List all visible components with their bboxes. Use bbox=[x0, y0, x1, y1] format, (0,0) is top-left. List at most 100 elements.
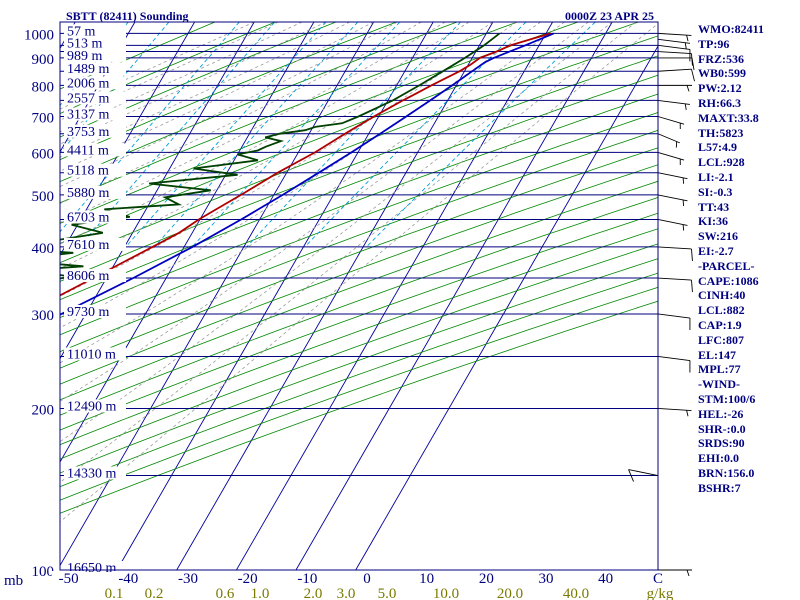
wind-barb bbox=[657, 38, 691, 44]
wind-barb-feather bbox=[682, 177, 685, 184]
pressure-tick-label: 500 bbox=[32, 189, 55, 205]
height-label: 2557 m bbox=[67, 91, 110, 106]
height-label: 12490 m bbox=[67, 399, 117, 414]
dry-adiabat-line bbox=[60, 22, 579, 224]
wind-barb bbox=[657, 116, 685, 125]
height-label: 1489 m bbox=[67, 62, 110, 77]
dry-adiabat-line bbox=[60, 180, 658, 401]
sounding-index: SHR-:0.0 bbox=[698, 421, 746, 436]
wind-barb bbox=[628, 469, 659, 476]
height-label: 8606 m bbox=[67, 269, 110, 284]
height-label: 5880 m bbox=[67, 186, 110, 201]
mixing-ratio-tick-label: 20.0 bbox=[497, 586, 523, 600]
height-label: 57 m bbox=[67, 24, 96, 39]
wind-barb bbox=[657, 51, 692, 55]
sounding-index: WB0:599 bbox=[698, 66, 746, 81]
dry-adiabat-line bbox=[60, 74, 658, 301]
pressure-tick-label: 400 bbox=[32, 241, 55, 257]
sounding-index: CAP:1.9 bbox=[698, 317, 742, 332]
temperature-tick-label: -50 bbox=[59, 571, 79, 587]
moist-adiabat-line bbox=[60, 22, 422, 204]
sounding-traces bbox=[60, 32, 555, 316]
wind-barb bbox=[657, 194, 688, 202]
height-label: 513 m bbox=[67, 36, 103, 51]
pressure-tick-label: 100 bbox=[32, 564, 55, 580]
height-label-bg bbox=[64, 269, 126, 283]
height-label-bg bbox=[64, 76, 126, 90]
wind-barb bbox=[657, 313, 691, 319]
temp-tick-bg bbox=[409, 571, 444, 586]
height-label-bg bbox=[64, 107, 126, 121]
wind-barb-feather bbox=[686, 85, 690, 92]
temp-tick-bg bbox=[290, 571, 325, 586]
temp-tick-bg bbox=[469, 571, 504, 586]
height-label-bg bbox=[64, 561, 126, 574]
wind-barbs bbox=[628, 32, 695, 577]
sounding-index: TP:96 bbox=[698, 36, 730, 51]
moist-adiabat-line bbox=[60, 22, 303, 133]
mixing-ratio-tick-label: 1.0 bbox=[251, 586, 270, 600]
sounding-index: -PARCEL- bbox=[698, 258, 755, 273]
height-label-bg bbox=[64, 304, 126, 318]
pressure-tick-label: 1000 bbox=[24, 27, 54, 43]
height-label-bg bbox=[64, 143, 126, 157]
sounding-indices-panel: WMO:82411 TP:96 FRZ:536 WB0:599 PW:2.12 RH:66… bbox=[698, 22, 798, 496]
sounding-index: LI:-2.1 bbox=[698, 169, 734, 184]
height-label: 2006 m bbox=[67, 76, 110, 91]
wind-barb-feather bbox=[691, 248, 693, 262]
sounding-index: KI:36 bbox=[698, 214, 728, 229]
height-label: 4411 m bbox=[67, 143, 109, 158]
wind-barb-feather bbox=[686, 569, 690, 577]
dry-adiabat-line bbox=[60, 258, 658, 474]
height-label-bg bbox=[64, 210, 126, 224]
temp-tick-bg bbox=[111, 571, 146, 586]
chart-title: SBTT (82411) Sounding bbox=[66, 9, 189, 23]
sounding-index: SRDS:90 bbox=[698, 436, 745, 451]
wind-barb bbox=[657, 277, 692, 281]
isotherm-line bbox=[60, 22, 255, 360]
moist-adiabat-line bbox=[60, 22, 374, 172]
wind-barb bbox=[657, 219, 688, 226]
sounding-index: MPL:77 bbox=[698, 362, 741, 377]
temperature-trace bbox=[60, 32, 552, 297]
isobar-lines bbox=[60, 32, 658, 570]
wind-barb-feather bbox=[686, 35, 689, 42]
wind-barb-feather bbox=[682, 224, 685, 231]
sounding-index: LFC:807 bbox=[698, 332, 744, 347]
dry-adiabat-line bbox=[60, 55, 658, 282]
moist-adiabat-line bbox=[60, 22, 279, 121]
height-label: 3137 m bbox=[67, 107, 110, 122]
pressure-tick-label: 800 bbox=[32, 79, 55, 95]
sounding-index: EHI:0.0 bbox=[698, 451, 740, 466]
pressure-tick-label: 700 bbox=[32, 110, 55, 126]
chart-datetime: 0000Z 23 APR 25 bbox=[565, 9, 654, 23]
height-label: 3753 m bbox=[67, 125, 110, 140]
isotherm-line bbox=[176, 22, 494, 570]
height-label: 5118 m bbox=[67, 164, 109, 179]
height-label-bg bbox=[64, 62, 126, 76]
wind-barb bbox=[657, 356, 691, 361]
wind-barb bbox=[657, 151, 685, 161]
wind-barb-feather bbox=[628, 469, 634, 482]
wind-barb bbox=[657, 133, 681, 144]
wind-barb-feather bbox=[684, 42, 687, 49]
sounding-index: LCL:928 bbox=[698, 155, 745, 170]
dry-adiabat-line bbox=[60, 197, 658, 416]
sounding-index: RH:66.3 bbox=[698, 95, 741, 110]
mixing-ratio-line bbox=[125, 22, 327, 248]
height-label-bg bbox=[64, 91, 126, 105]
sounding-index: EI:-2.7 bbox=[698, 243, 734, 258]
dry-adiabat-line bbox=[60, 22, 639, 244]
temperature-tick-label: 20 bbox=[479, 571, 494, 587]
dry-adiabat-line bbox=[60, 212, 658, 431]
sounding-index: MAXT:33.8 bbox=[698, 110, 759, 125]
temp-tick-bg bbox=[51, 571, 86, 586]
moist-adiabat-line bbox=[60, 23, 658, 523]
mixing-ratio-tick-label: 40.0 bbox=[563, 586, 589, 600]
mixing-ratio-tick-label: 3.0 bbox=[337, 586, 356, 600]
mixing-ratio-line bbox=[79, 22, 276, 248]
temp-tick-bg bbox=[529, 571, 564, 586]
wind-barb-feather bbox=[691, 280, 693, 293]
sounding-index: BSHR:7 bbox=[698, 480, 741, 495]
wind-barb-feather bbox=[686, 410, 689, 417]
